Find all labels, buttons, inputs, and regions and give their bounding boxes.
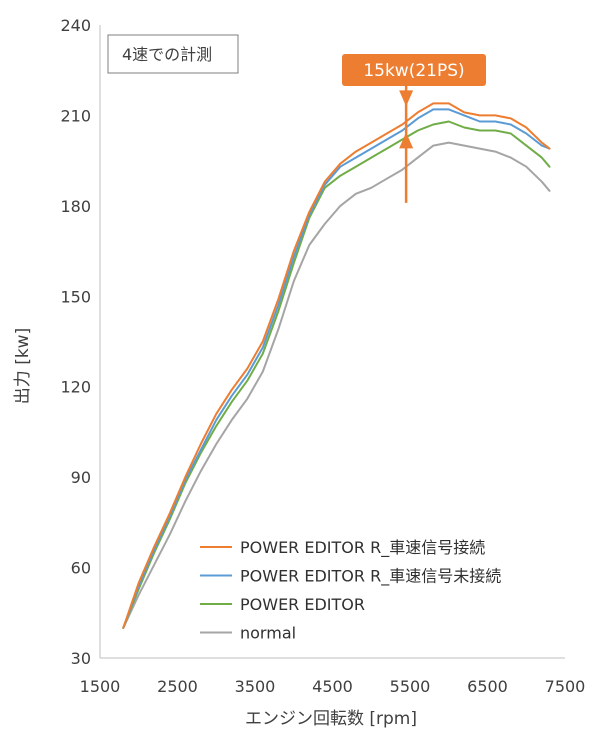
y-tick-label: 210 [60,106,91,125]
series-line-1 [122,102,551,629]
callout-box [342,54,486,86]
arrow-head-down [399,90,414,107]
callout-label: 15kw(21PS) [363,61,464,81]
y-tick-label: 30 [71,649,91,668]
y-tick-label: 120 [60,378,91,397]
legend: POWER EDITOR R_車速信号接続 POWER EDITOR R_車速信号… [190,528,560,652]
difference-annotation: 15kw(21PS) [342,54,486,203]
legend-label-1: POWER EDITOR R_車速信号接続 [240,538,485,558]
legend-label-3: POWER EDITOR [240,595,365,614]
series-line-2 [122,108,551,629]
condition-label-box: 4速での計測 [107,34,239,74]
x-tick-label: 5500 [390,677,431,696]
legend-background [190,528,560,652]
y-axis-title: 出力 [kw] [13,328,33,404]
y-tick-label: 150 [60,287,91,306]
x-tick-label: 2500 [157,677,198,696]
arrow-head-up [399,132,414,149]
series-line-3 [122,120,551,629]
legend-label-2: POWER EDITOR R_車速信号未接続 [240,567,501,587]
y-tick-labels: 30 60 90 120 150 180 210 240 [60,16,91,668]
y-tick-label: 240 [60,16,91,35]
legend-label-4: normal [240,624,296,643]
x-tick-label: 1500 [80,677,121,696]
condition-label: 4速での計測 [122,45,212,64]
axes [99,25,565,659]
y-tick-label: 60 [71,559,91,578]
x-tick-label: 6500 [467,677,508,696]
x-tick-label: 3500 [235,677,276,696]
x-axis-title: エンジン回転数 [rpm] [245,709,417,729]
x-tick-label: 4500 [312,677,353,696]
x-tick-labels: 1500 2500 3500 4500 5500 6500 7500 [80,677,586,696]
series-lines [122,102,551,629]
x-tick-label: 7500 [545,677,586,696]
y-tick-label: 90 [71,468,91,487]
y-tick-label: 180 [60,197,91,216]
condition-label-frame [107,34,239,74]
series-line-4 [122,141,551,629]
